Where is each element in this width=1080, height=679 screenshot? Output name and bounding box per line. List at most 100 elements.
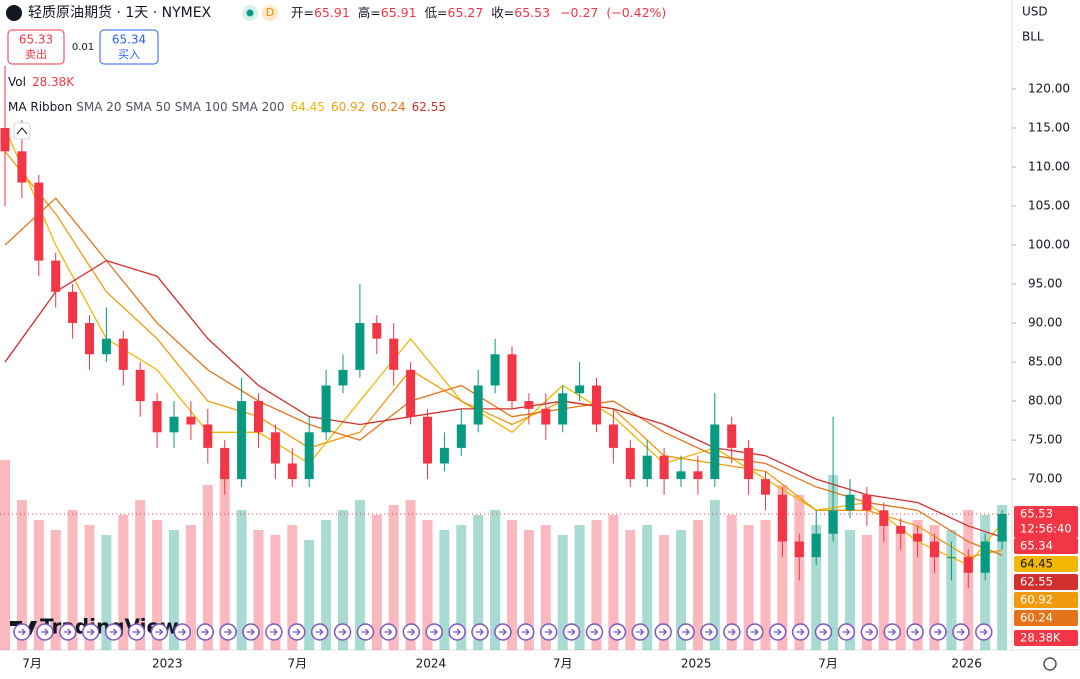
candle-body bbox=[152, 401, 162, 433]
event-icon-glyph bbox=[40, 628, 49, 636]
volume-bar bbox=[439, 530, 450, 650]
volume-bar bbox=[371, 515, 382, 650]
volume-bar bbox=[760, 520, 771, 650]
last-price-bg bbox=[1014, 506, 1078, 538]
ma-tag: 64.45 bbox=[1020, 557, 1053, 571]
volume-bar bbox=[236, 510, 247, 650]
event-icon-glyph bbox=[247, 628, 255, 636]
candle-body bbox=[118, 338, 128, 370]
event-icon-glyph bbox=[773, 628, 782, 636]
sell-price[interactable]: 65.33 bbox=[19, 33, 53, 47]
event-icon-glyph bbox=[498, 628, 507, 636]
volume-bar bbox=[388, 505, 399, 650]
candle-body bbox=[913, 533, 923, 542]
ma-tag: 60.92 bbox=[1020, 593, 1053, 607]
volume-bar bbox=[540, 525, 551, 650]
volume-bar bbox=[625, 530, 636, 650]
volume-bar bbox=[202, 485, 213, 650]
ma-tag-bg bbox=[1014, 592, 1078, 608]
sell-label[interactable]: 卖出 bbox=[25, 47, 47, 61]
event-icon-glyph bbox=[636, 628, 645, 636]
currency[interactable]: USD bbox=[1022, 5, 1048, 19]
event-icon-glyph bbox=[361, 628, 370, 636]
volume-bar bbox=[354, 500, 365, 650]
ma-name: SMA 50 bbox=[126, 100, 171, 114]
ma-name: SMA 20 bbox=[76, 100, 121, 114]
candle-body bbox=[473, 385, 483, 425]
event-icon-glyph bbox=[888, 628, 897, 636]
y-tick-label: 95.00 bbox=[1028, 277, 1062, 291]
volume-bar bbox=[287, 525, 298, 650]
candle-body bbox=[862, 494, 872, 511]
volume-bar bbox=[422, 520, 433, 650]
event-icon-glyph bbox=[430, 628, 439, 636]
event-icon-glyph bbox=[292, 628, 301, 636]
status-dot bbox=[246, 9, 254, 17]
volume-bar bbox=[490, 510, 501, 650]
buy-price[interactable]: 65.34 bbox=[112, 33, 146, 47]
volume-bar bbox=[878, 525, 889, 650]
candle-body bbox=[693, 471, 703, 480]
volume-bar bbox=[270, 535, 281, 650]
countdown: 12:56:40 bbox=[1020, 522, 1072, 536]
spread: 0.01 bbox=[72, 42, 94, 53]
volume-bar bbox=[929, 525, 940, 650]
x-tick-label: 2026 bbox=[951, 657, 982, 671]
sell-button[interactable] bbox=[7, 29, 65, 65]
candle-body bbox=[372, 323, 382, 339]
volume-bar bbox=[0, 460, 10, 650]
candle-body bbox=[85, 323, 94, 355]
x-tick-label: 2024 bbox=[416, 657, 447, 671]
unit[interactable]: BLL bbox=[1022, 30, 1044, 44]
candle-body bbox=[896, 525, 906, 534]
x-tick-label: 7月 bbox=[553, 657, 573, 671]
event-icon-glyph bbox=[590, 628, 599, 636]
event-icon-glyph bbox=[476, 628, 484, 636]
candle-body bbox=[744, 447, 754, 480]
volume-bar bbox=[777, 485, 788, 650]
candle-body bbox=[389, 338, 399, 370]
volume-bar bbox=[726, 515, 737, 650]
volume-bar bbox=[405, 500, 416, 650]
candle-body bbox=[406, 369, 416, 417]
candle-body bbox=[575, 385, 585, 394]
c-label: 收= bbox=[491, 5, 514, 20]
collapse-button[interactable] bbox=[13, 122, 31, 140]
l-value: 65.27 bbox=[448, 5, 484, 20]
buy-price-tag-bg bbox=[1014, 538, 1078, 554]
event-icon-glyph bbox=[178, 628, 187, 636]
interval-badge: D bbox=[266, 6, 274, 19]
ma-tag: 60.24 bbox=[1020, 611, 1053, 625]
ma-tag: 62.55 bbox=[1020, 575, 1053, 589]
ohlc: 开=65.91 高=65.91 低=65.27 收=65.53 −0.27 (−… bbox=[291, 5, 666, 20]
volume-bar bbox=[219, 470, 230, 650]
buy-button[interactable] bbox=[99, 29, 159, 65]
candle-body bbox=[220, 447, 230, 480]
candle-body bbox=[642, 455, 652, 480]
candle-body bbox=[254, 401, 263, 433]
event-icon-glyph bbox=[109, 628, 118, 636]
last-price-tag: 65.53 bbox=[1020, 507, 1053, 521]
event-icon-glyph bbox=[269, 628, 278, 636]
candle-body bbox=[879, 510, 889, 526]
event-icon-glyph bbox=[18, 628, 26, 636]
settings[interactable] bbox=[1043, 657, 1057, 671]
candle-body bbox=[34, 182, 44, 261]
symbol-icon bbox=[6, 5, 22, 21]
buy-label[interactable]: 买入 bbox=[118, 48, 140, 61]
event-icon-glyph bbox=[132, 628, 141, 636]
ma-name: SMA 100 bbox=[175, 100, 228, 114]
ma-value: 60.24 bbox=[371, 100, 405, 114]
volume-bar bbox=[67, 510, 78, 650]
candle-body bbox=[507, 354, 517, 402]
ma-legend: MA Ribbon SMA 20 SMA 50 SMA 100 SMA 200 64.45… bbox=[8, 100, 446, 114]
candle-body bbox=[0, 127, 10, 152]
candle-body bbox=[51, 260, 61, 292]
event-icon-glyph bbox=[865, 628, 874, 636]
y-tick-label: 75.00 bbox=[1028, 433, 1062, 447]
y-tick-label: 100.00 bbox=[1028, 238, 1070, 252]
event-icon-glyph bbox=[613, 628, 622, 636]
candle-body bbox=[794, 541, 804, 558]
volume-bar bbox=[101, 535, 112, 650]
candle-body bbox=[558, 393, 568, 425]
